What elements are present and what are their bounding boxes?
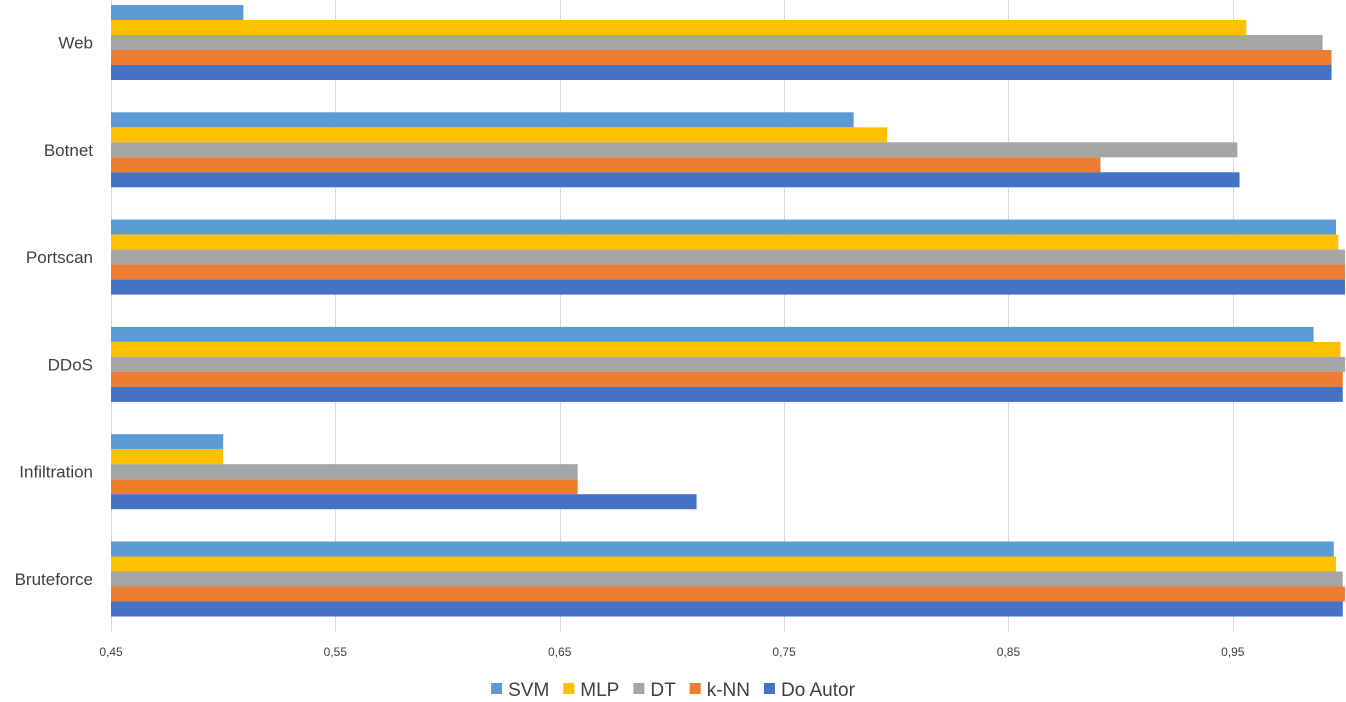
x-tick-label: 0,65	[548, 645, 572, 659]
legend-label-dt: DT	[650, 680, 676, 701]
category-label-botnet: Botnet	[44, 141, 93, 160]
legend-label-k-nn: k-NN	[707, 680, 750, 701]
legend-label-mlp: MLP	[580, 680, 619, 701]
legend-swatch-do-autor	[763, 683, 775, 694]
x-tick-labels: 0,45 0,55 0,65 0,75 0,85 0,95	[99, 645, 1244, 659]
category-label-ddos: DDoS	[48, 355, 93, 374]
category-labels: Web Botnet Portscan DDoS Infiltration Brutefo…	[15, 34, 94, 590]
bar-botnet-do-autor	[111, 172, 1240, 188]
bar-bruteforce-k-nn	[111, 586, 1345, 602]
bar-web-dt	[111, 35, 1323, 50]
legend-swatch-k-nn	[689, 683, 701, 694]
category-label-web: Web	[58, 34, 93, 53]
bar-botnet-svm	[111, 112, 854, 128]
x-tick-label: 0,75	[772, 645, 796, 659]
bar-ddos-mlp	[111, 341, 1341, 357]
bar-botnet-mlp	[111, 127, 888, 143]
bar-botnet-k-nn	[111, 157, 1101, 173]
bar-portscan-dt	[111, 249, 1345, 265]
legend-label-svm: SVM	[508, 680, 549, 701]
gridlines	[111, 0, 1234, 632]
bar-ddos-svm	[111, 326, 1314, 342]
category-label-bruteforce: Bruteforce	[15, 570, 93, 589]
category-label-portscan: Portscan	[26, 248, 93, 267]
bar-ddos-dt	[111, 356, 1345, 372]
x-tick-label: 0,55	[324, 645, 348, 659]
bar-infiltration-svm	[111, 434, 224, 450]
category-label-infiltration: Infiltration	[19, 463, 93, 482]
legend: SVM MLP DT k-NN Do Autor	[491, 680, 856, 701]
bar-portscan-k-nn	[111, 264, 1345, 280]
bar-bruteforce-mlp	[111, 556, 1337, 572]
bar-ddos-do-autor	[111, 386, 1343, 402]
bar-web-mlp	[111, 20, 1247, 35]
bar-infiltration-mlp	[111, 449, 224, 465]
bar-ddos-k-nn	[111, 371, 1343, 387]
bar-portscan-svm	[111, 219, 1337, 235]
bar-portscan-do-autor	[111, 279, 1345, 295]
bar-botnet-dt	[111, 142, 1238, 158]
bar-infiltration-dt	[111, 464, 578, 480]
x-tick-label: 0,85	[997, 645, 1021, 659]
x-tick-label: 0,45	[99, 645, 123, 659]
bars	[111, 5, 1345, 617]
bar-bruteforce-svm	[111, 541, 1334, 557]
legend-label-do-autor: Do Autor	[781, 680, 856, 701]
bar-web-k-nn	[111, 50, 1332, 65]
x-tick-label: 0,95	[1221, 645, 1245, 659]
legend-swatch-dt	[633, 683, 645, 694]
bar-bruteforce-dt	[111, 571, 1343, 587]
bar-web-svm	[111, 5, 244, 20]
bar-infiltration-k-nn	[111, 479, 578, 495]
bar-infiltration-do-autor	[111, 494, 697, 510]
bar-bruteforce-do-autor	[111, 601, 1343, 617]
legend-swatch-svm	[491, 683, 503, 694]
bar-web-do-autor	[111, 65, 1332, 80]
legend-swatch-mlp	[563, 683, 575, 694]
bar-portscan-mlp	[111, 234, 1339, 250]
